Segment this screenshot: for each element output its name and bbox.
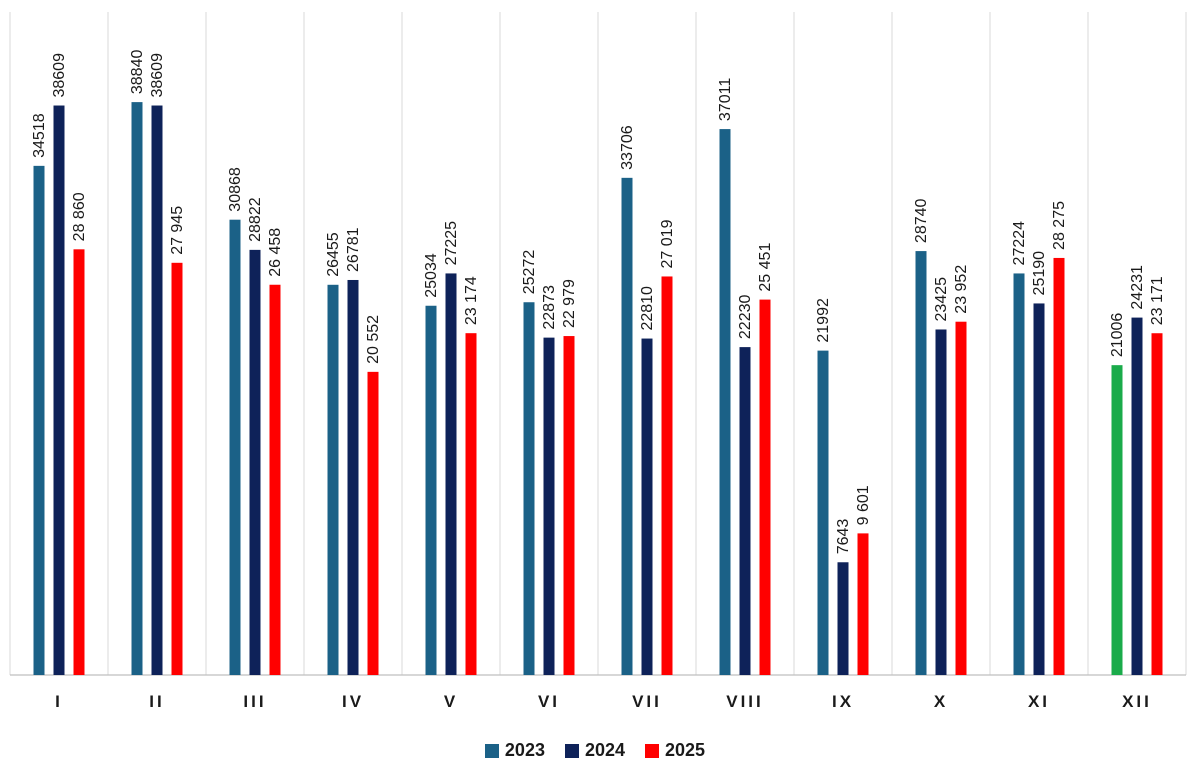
data-label-2025-viii: 25 451 — [757, 243, 774, 292]
data-label-2024-v: 27225 — [443, 221, 460, 266]
category-separators — [9, 12, 1187, 675]
bar-2024-xii — [1131, 317, 1143, 675]
data-label-2024-iv: 26781 — [345, 227, 362, 272]
x-tick-label-xi: XI — [1028, 692, 1050, 711]
bar-2025-x — [955, 321, 967, 675]
bar-2023-ix — [817, 350, 829, 675]
data-label-2024-vi: 22873 — [541, 285, 558, 330]
bar-2023-v — [425, 305, 437, 675]
bar-2025-iv — [367, 371, 379, 675]
data-label-2025-x: 23 952 — [953, 265, 970, 314]
x-tick-label-vii: VII — [632, 692, 662, 711]
bar-2024-v — [445, 273, 457, 675]
bar-2023-ii — [131, 102, 143, 676]
data-label-2023-xii: 21006 — [1109, 313, 1126, 358]
legend-item-2023: 2023 — [484, 740, 545, 761]
data-label-2023-iv: 26455 — [325, 232, 342, 277]
x-tick-label-viii: VIII — [726, 692, 764, 711]
data-label-2025-ii: 27 945 — [169, 206, 186, 255]
data-label-2023-iii: 30868 — [227, 167, 244, 212]
bar-2025-v — [465, 333, 477, 675]
bar-2023-i — [33, 165, 45, 675]
data-label-2025-vi: 22 979 — [561, 279, 578, 328]
bar-2024-xi — [1033, 303, 1045, 675]
data-label-2023-ix: 21992 — [815, 298, 832, 343]
bar-2025-ix — [857, 533, 869, 675]
data-label-2023-viii: 37011 — [717, 78, 734, 121]
data-label-2023-ii: 38840 — [129, 50, 146, 95]
data-label-2024-xii: 24231 — [1129, 265, 1146, 310]
data-label-2025-iii: 26 458 — [267, 228, 284, 277]
bar-2023-vii — [621, 177, 633, 676]
x-tick-label-xii: XII — [1122, 692, 1152, 711]
data-label-2023-x: 28740 — [913, 198, 930, 243]
bar-2024-i — [53, 105, 65, 675]
bar-2023-viii — [719, 129, 731, 675]
data-label-2023-i: 34518 — [31, 113, 48, 158]
bar-2025-ii — [171, 262, 183, 675]
x-tick-label-iii: III — [243, 692, 266, 711]
data-label-2024-x: 23425 — [933, 277, 950, 322]
bar-2024-iv — [347, 279, 359, 675]
bar-2025-i — [73, 249, 85, 675]
bar-2023-xii — [1111, 365, 1123, 675]
data-label-2024-vii: 22810 — [639, 286, 656, 331]
data-label-2023-v: 25034 — [423, 253, 440, 298]
data-label-2024-viii: 22230 — [737, 295, 754, 340]
data-label-2024-ii: 38609 — [149, 53, 166, 98]
x-tick-label-vi: VI — [538, 692, 560, 711]
bar-2025-xi — [1053, 257, 1065, 675]
data-label-2024-i: 38609 — [51, 53, 68, 98]
legend-label-2024: 2024 — [584, 740, 626, 760]
bar-2023-x — [915, 251, 927, 675]
bar-2025-vi — [563, 336, 575, 675]
data-label-2024-ix: 7643 — [835, 519, 852, 555]
bar-2024-x — [935, 329, 947, 675]
data-label-2025-v: 23 174 — [463, 276, 480, 325]
data-label-2023-vi: 25272 — [521, 250, 538, 295]
legend-label-2025: 2025 — [665, 740, 706, 760]
data-label-2025-xi: 28 275 — [1051, 201, 1068, 250]
bar-2023-vi — [523, 302, 535, 675]
x-tick-label-ii: II — [149, 692, 164, 711]
bar-2024-vii — [641, 338, 653, 675]
data-label-2025-i: 28 860 — [71, 192, 88, 241]
legend: 2023 2024 2025 — [0, 740, 1190, 761]
data-label-2023-vii: 33706 — [619, 125, 636, 170]
bar-2024-ix — [837, 562, 849, 675]
legend-item-2025: 2025 — [645, 740, 705, 761]
bar-2023-iii — [229, 219, 241, 675]
data-label-2024-iii: 28822 — [247, 197, 264, 242]
bar-2024-ii — [151, 105, 163, 675]
x-tick-label-iv: IV — [342, 692, 364, 711]
x-tick-label-i: I — [55, 692, 63, 711]
bar-2024-viii — [739, 347, 751, 675]
bar-2023-xi — [1013, 273, 1025, 675]
x-tick-label-v: V — [444, 692, 458, 711]
data-label-2025-iv: 20 552 — [365, 315, 382, 364]
bar-2025-iii — [269, 284, 281, 675]
bar-2025-viii — [759, 299, 771, 675]
bar-2024-iii — [249, 249, 261, 676]
data-label-2025-ix: 9 601 — [855, 485, 872, 525]
legend-swatch-2025 — [645, 743, 660, 758]
data-label-2025-xii: 23 171 — [1149, 276, 1166, 325]
data-label-2025-vii: 27 019 — [659, 219, 676, 268]
x-tick-label-x: X — [934, 692, 948, 711]
legend-swatch-2024 — [564, 743, 579, 758]
x-tick-labels-group: I II III IV V VI VII VIII IX X XI XII — [55, 692, 1152, 711]
data-label-2024-xi: 25190 — [1031, 251, 1048, 296]
bars-group — [33, 102, 1163, 676]
bar-2023-iv — [327, 284, 339, 675]
legend-item-2024: 2024 — [564, 740, 626, 761]
bar-2025-xii — [1151, 333, 1163, 675]
data-label-2023-xi: 27224 — [1011, 221, 1028, 266]
x-tick-label-ix: IX — [832, 692, 854, 711]
bar-2025-vii — [661, 276, 673, 675]
bar-2024-vi — [543, 337, 555, 675]
legend-swatch-2023 — [484, 743, 499, 758]
legend-label-2023: 2023 — [504, 740, 545, 760]
